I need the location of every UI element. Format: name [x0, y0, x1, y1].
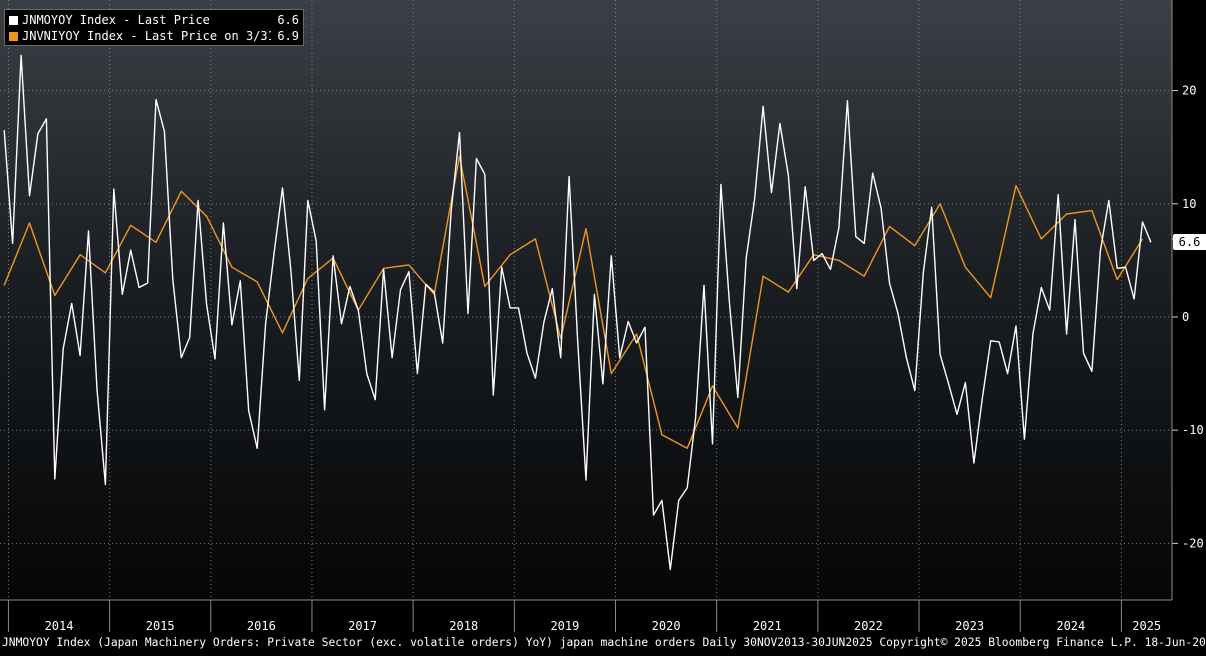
plot-background [0, 0, 1172, 600]
x-tick-label: 2020 [652, 619, 681, 633]
y-tick-label: 20 [1182, 84, 1196, 98]
x-tick-label: 2021 [753, 619, 782, 633]
x-axis: 2014 2015 2016 2017 2018 2019 2020 2021 2022 2023… [7, 600, 1161, 633]
legend-value: 6.9 [277, 29, 299, 43]
x-tick-label: 2015 [146, 619, 175, 633]
legend-value: 6.6 [277, 13, 299, 27]
x-tick-label: 2025 [1132, 619, 1161, 633]
x-tick-label: 2024 [1056, 619, 1085, 633]
x-tick-label: 2014 [45, 619, 74, 633]
chart-footer: JNMOYOY Index (Japan Machinery Orders: P… [2, 636, 1206, 649]
x-tick-label: 2018 [449, 619, 478, 633]
series-line-jnmoyoy [3, 54, 1152, 571]
x-tick-label: 2019 [550, 619, 579, 633]
y-tick-label: 10 [1182, 197, 1196, 211]
legend-entry-jnvniyoy: JNVNIYOY Index - Last Price on 3/31/25 6… [9, 28, 299, 44]
y-tick-label: 0 [1182, 310, 1189, 324]
legend-label: JNVNIYOY Index - Last Price on 3/31/25 [22, 29, 272, 43]
x-tick-label: 2022 [854, 619, 883, 633]
legend-swatch-orange [9, 31, 18, 41]
legend: JNMOYOY Index - Last Price 6.6 JNVNIYOY … [4, 9, 304, 46]
series-line-jnvniyoy [3, 155, 1144, 449]
legend-label: JNMOYOY Index - Last Price [22, 13, 210, 27]
y-axis-panel [1172, 0, 1206, 600]
y-tick-label: -10 [1182, 423, 1204, 437]
series-lines [3, 54, 1152, 571]
last-price-tag: 6.6 [1173, 234, 1206, 250]
x-tick-label: 2016 [247, 619, 276, 633]
x-axis-panel [0, 600, 1206, 636]
x-tick-label: 2017 [348, 619, 377, 633]
x-tick-label: 2023 [955, 619, 984, 633]
y-tick-label: -20 [1182, 536, 1204, 550]
legend-entry-jnmoyoy: JNMOYOY Index - Last Price 6.6 [9, 12, 299, 28]
legend-swatch-white [9, 15, 18, 25]
